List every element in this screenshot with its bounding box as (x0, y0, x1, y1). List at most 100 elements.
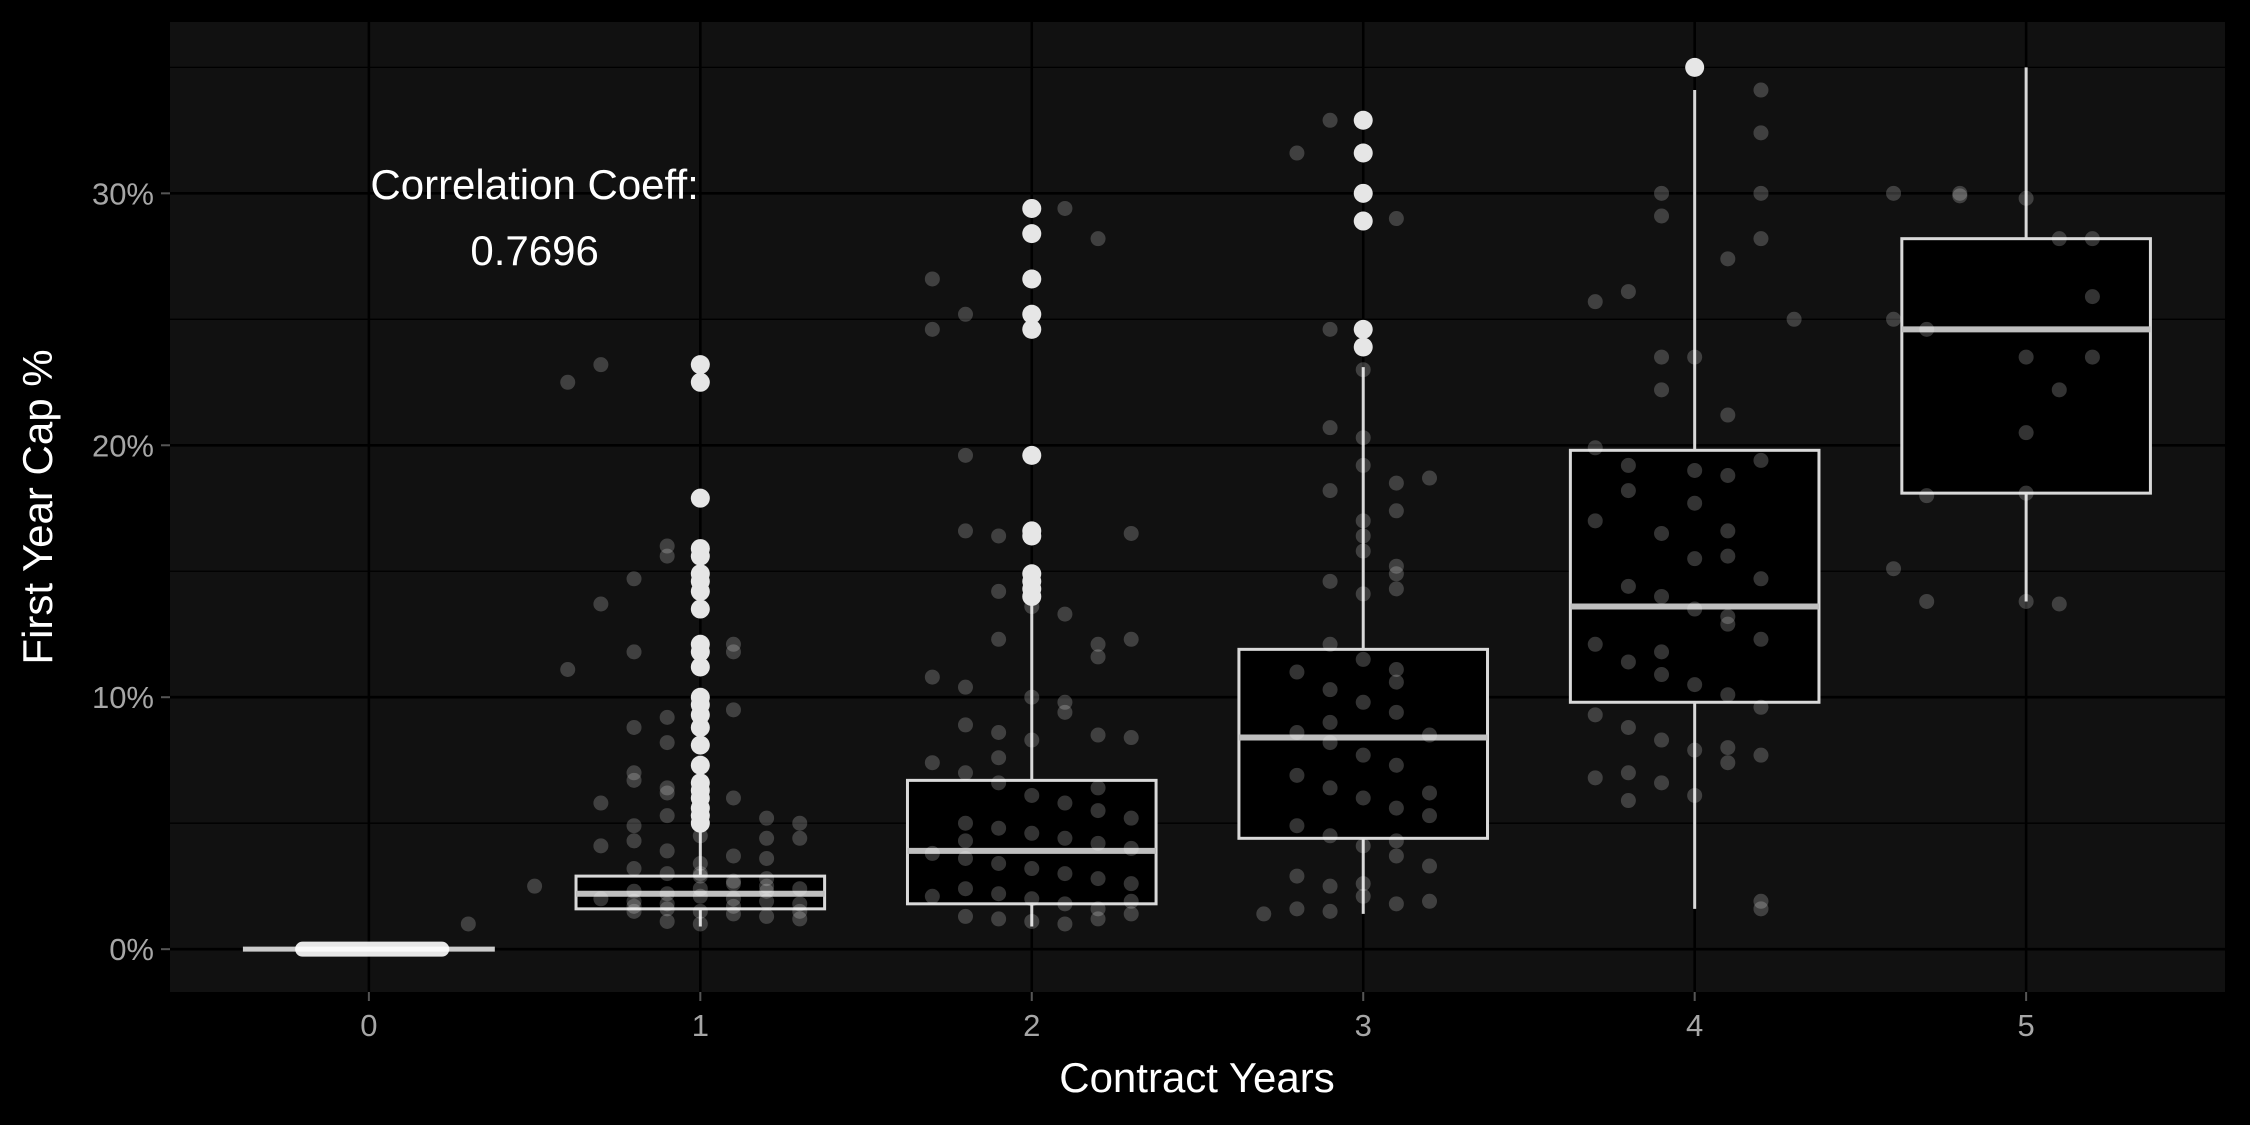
jitter-point (659, 913, 675, 929)
jitter-point (626, 818, 642, 834)
jitter-point (792, 896, 808, 912)
jitter-point (1952, 185, 1968, 201)
jitter-point (1620, 457, 1636, 473)
jitter-point (1322, 112, 1338, 128)
outlier-point (1022, 269, 1042, 289)
jitter-point (1123, 876, 1139, 892)
outlier-point (690, 687, 710, 707)
outlier-point (690, 564, 710, 584)
jitter-point (1587, 636, 1603, 652)
jitter-point (1057, 606, 1073, 622)
outlier-point (1022, 224, 1042, 244)
jitter-point (991, 724, 1007, 740)
jitter-point (1057, 694, 1073, 710)
jitter-point (626, 833, 642, 849)
jitter-point (659, 709, 675, 725)
jitter-point (792, 815, 808, 831)
jitter-point (659, 843, 675, 859)
jitter-point (593, 596, 609, 612)
jitter-point (1388, 674, 1404, 690)
jitter-point (725, 898, 741, 914)
x-tick-label: 3 (1355, 1008, 1372, 1043)
outlier-point (1685, 57, 1705, 77)
x-tick-label: 0 (360, 1008, 377, 1043)
jitter-point (560, 662, 576, 678)
jitter-point (1753, 699, 1769, 715)
jitter-point (626, 903, 642, 919)
jitter-point (1720, 616, 1736, 632)
jitter-point (1388, 833, 1404, 849)
box-iqr (1237, 647, 1490, 840)
jitter-point (692, 828, 708, 844)
jitter-point (593, 891, 609, 907)
jitter-point (626, 898, 642, 914)
jitter-point (1355, 651, 1371, 667)
jitter-point (1123, 906, 1139, 922)
jitter-point (1057, 830, 1073, 846)
outlier-point (1353, 110, 1373, 130)
box-layer (242, 67, 2152, 957)
jitter-point (1687, 495, 1703, 511)
jitter-point (692, 866, 708, 882)
jitter-point (1687, 677, 1703, 693)
jitter-point (1355, 457, 1371, 473)
jitter-point (1388, 211, 1404, 227)
jitter-point (1620, 284, 1636, 300)
jitter-point (1355, 430, 1371, 446)
jitter-point (792, 903, 808, 919)
outlier-point (690, 634, 710, 654)
jitter-point (1753, 631, 1769, 647)
jitter-point (1355, 513, 1371, 529)
outlier-point (1022, 319, 1042, 339)
jitter-point (460, 916, 476, 932)
jitter-point (626, 571, 642, 587)
jitter-point (1753, 452, 1769, 468)
jitter-point (1057, 795, 1073, 811)
jitter-point (725, 873, 741, 889)
jitter-point (1753, 901, 1769, 917)
jitter-point (1090, 780, 1106, 796)
jitter-point (759, 893, 775, 909)
jitter-point (2018, 425, 2034, 441)
jitter-point (1687, 349, 1703, 365)
y-tick-label: 0% (109, 932, 154, 967)
jitter-point (1024, 825, 1040, 841)
jitter-point (725, 876, 741, 892)
jitter-point (1388, 558, 1404, 574)
jitter-point (1422, 727, 1438, 743)
jitter-point (626, 644, 642, 660)
jitter-point (1720, 687, 1736, 703)
jitter-point (1024, 891, 1040, 907)
annotation-line-2: 0.7696 (470, 227, 598, 274)
jitter-point (991, 775, 1007, 791)
jitter-point (1123, 840, 1139, 856)
jitter-point (759, 850, 775, 866)
jitter-point (991, 820, 1007, 836)
y-tick-label: 10% (92, 680, 154, 715)
jitter-point (957, 833, 973, 849)
jitter-point (1919, 321, 1935, 337)
jitter-point (1919, 488, 1935, 504)
jitter-point (1090, 727, 1106, 743)
jitter-point (1687, 462, 1703, 478)
jitter-point (991, 528, 1007, 544)
jitter-point (1123, 810, 1139, 826)
jitter-point (1024, 913, 1040, 929)
jitter-point (659, 735, 675, 751)
jitter-point (1322, 780, 1338, 796)
x-tick-label: 1 (692, 1008, 709, 1043)
jitter-point (792, 911, 808, 927)
jitter-point (692, 903, 708, 919)
jitter-point (1720, 468, 1736, 484)
jitter-point (659, 866, 675, 882)
jitter-point (1322, 828, 1338, 844)
jitter-point (1090, 636, 1106, 652)
jitter-point (1587, 513, 1603, 529)
y-axis-title: First Year Cap % (14, 349, 61, 664)
jitter-point (957, 881, 973, 897)
outlier-point (1353, 183, 1373, 203)
jitter-point (1090, 803, 1106, 819)
jitter-point (2018, 593, 2034, 609)
jitter-point (1620, 654, 1636, 670)
jitter-point (1090, 911, 1106, 927)
